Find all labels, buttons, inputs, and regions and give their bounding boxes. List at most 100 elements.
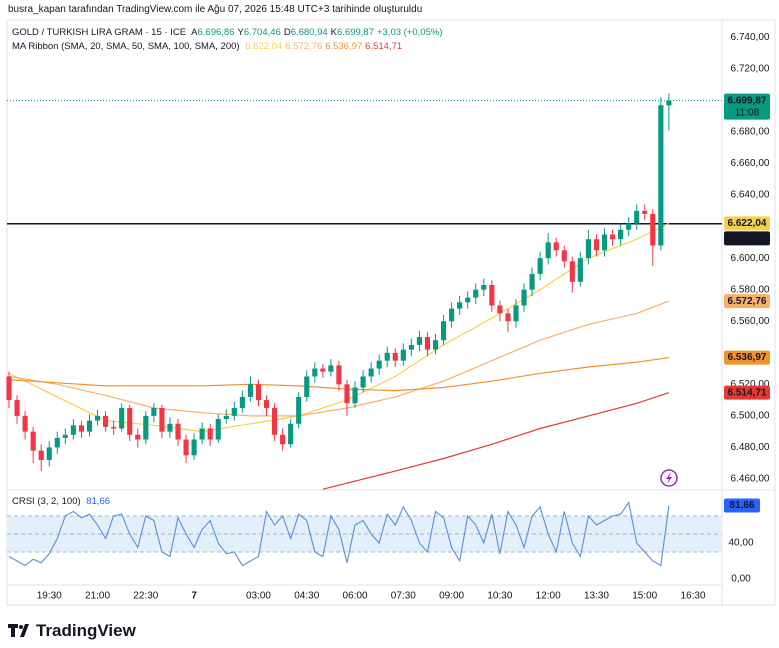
candle-body	[247, 384, 254, 397]
candle-body	[280, 434, 286, 445]
candle-body	[111, 426, 117, 429]
candle-body	[553, 242, 559, 251]
price-badge	[724, 231, 770, 246]
header: busra_kapan tarafından TradingView.com i…	[8, 4, 423, 15]
candle-body	[642, 210, 648, 214]
candle-body	[601, 234, 608, 251]
candle-body	[577, 258, 583, 282]
candle-body	[626, 223, 632, 230]
y-tick-label: 6.680,00	[731, 127, 770, 138]
crsi-tick-label: 40,00	[728, 538, 753, 549]
candle-body	[609, 234, 616, 240]
y-tick-label: 6.720,00	[731, 64, 770, 75]
candle-body	[424, 337, 431, 350]
price-badge	[724, 216, 770, 231]
candle-body	[416, 337, 422, 345]
candle-body	[473, 289, 479, 298]
candle-body	[440, 321, 447, 341]
candle-body	[54, 437, 60, 448]
price-badge-label: 6.621,81	[728, 233, 767, 244]
candle-body	[650, 213, 656, 246]
candle-body	[320, 368, 326, 372]
candle-body	[618, 229, 624, 240]
candle-body	[103, 415, 109, 427]
candle-body	[666, 100, 672, 106]
candle-body	[392, 352, 398, 361]
candle-body	[336, 365, 342, 385]
y-tick-label: 6.580,00	[731, 284, 770, 295]
crsi-title: CRSI (3, 2, 100)	[12, 496, 81, 507]
candle-body	[288, 423, 294, 445]
candle-body	[585, 239, 591, 259]
sma-line	[8, 300, 670, 417]
candle-body	[255, 384, 262, 401]
candle-body	[6, 376, 12, 401]
ma-title: MA Ribbon (SMA, 20, SMA, 50, SMA, 100, S…	[12, 41, 240, 52]
price-badge	[724, 385, 770, 400]
y-tick-label: 6.560,00	[731, 316, 770, 327]
y-tick-label: 6.600,00	[731, 253, 770, 264]
alert-icon[interactable]	[660, 469, 678, 487]
sma-line	[8, 222, 670, 433]
sma-line	[322, 392, 670, 490]
candle-body	[22, 415, 28, 432]
crsi-badge	[724, 498, 760, 513]
candle-body	[143, 415, 149, 440]
candle-body	[46, 447, 52, 461]
candle-body	[634, 210, 640, 224]
x-tick-label: 07:30	[391, 591, 416, 602]
y-tick-label: 6.640,00	[731, 190, 770, 201]
candle-body	[465, 297, 471, 303]
price-badge-label: 6.572,76	[728, 296, 767, 307]
x-tick-label: 16:30	[681, 591, 706, 602]
ohlc-value: 6.680,94	[290, 27, 328, 38]
price-badge	[724, 93, 770, 120]
footer-brand: TradingView	[36, 621, 136, 640]
x-tick-label: 12:00	[536, 591, 561, 602]
candle-body	[561, 250, 567, 262]
x-tick-label: 13:30	[584, 591, 609, 602]
y-tick-label: 6.460,00	[731, 474, 770, 485]
candle-body	[521, 289, 527, 306]
ohlc-value: 6.699,87	[337, 27, 374, 38]
candle-body	[400, 349, 406, 361]
ohlc-key: Y	[237, 27, 244, 38]
candle-body	[119, 407, 125, 429]
price-badge-label: 6.514,71	[728, 387, 767, 398]
countdown-label: 11:08	[735, 107, 760, 118]
candle-body	[352, 387, 358, 404]
candle-body	[537, 258, 543, 274]
legend-crsi: CRSI (3, 2, 100) 81,66	[12, 496, 113, 507]
candle-body	[545, 242, 551, 259]
candle-body	[658, 105, 664, 246]
candle-body	[376, 360, 382, 369]
ma-value: 6.572,76	[285, 41, 323, 52]
frame	[6, 19, 776, 606]
ma-value: 6.514,71	[365, 41, 403, 52]
ohlc-key: K	[330, 27, 338, 38]
candle-body	[239, 396, 245, 408]
ohlc-value: 6.704,46	[243, 27, 281, 38]
candle-body	[271, 407, 278, 435]
candle-body	[159, 407, 165, 432]
crsi-line	[8, 501, 670, 567]
y-tick-label: 6.520,00	[731, 379, 770, 390]
candle-body	[481, 284, 487, 290]
x-tick-label: 15:00	[632, 591, 657, 602]
candle-body	[513, 305, 519, 322]
price-badge-label: 6.536,97	[728, 352, 767, 363]
candle-body	[62, 434, 68, 438]
ma-value: 6.622,04	[245, 41, 283, 52]
candle-body	[505, 313, 511, 322]
candle-body	[175, 423, 181, 440]
candle-body	[78, 425, 85, 432]
ohlc-value: 6.696,86	[197, 27, 235, 38]
candle-body	[151, 407, 157, 416]
x-tick-label: 21:00	[85, 591, 110, 602]
legend-main: GOLD / TURKISH LIRA GRAM · 15 · ICE A6.6…	[12, 27, 446, 38]
y-tick-label: 6.500,00	[731, 411, 770, 422]
x-tick-label: 22:30	[133, 591, 158, 602]
candle-body	[408, 344, 414, 350]
x-tick-label: 19:30	[37, 591, 62, 602]
